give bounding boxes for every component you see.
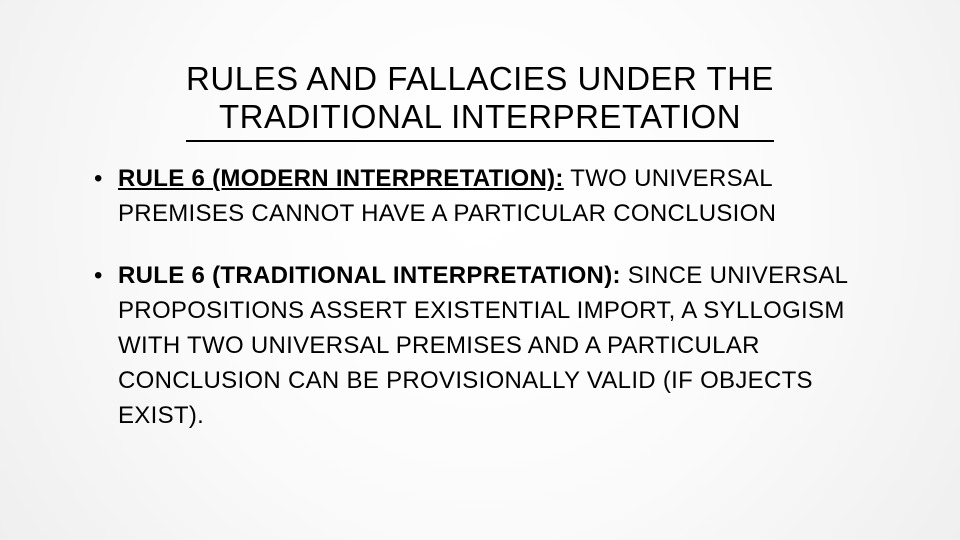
slide: RULES AND FALLACIES UNDER THE TRADITIONA… — [0, 0, 960, 540]
title-container: RULES AND FALLACIES UNDER THE TRADITIONA… — [90, 60, 870, 152]
slide-title: RULES AND FALLACIES UNDER THE TRADITIONA… — [186, 60, 774, 142]
rule-label: RULE 6 (MODERN INTERPRETATION): — [118, 165, 564, 192]
bullet-item: RULE 6 (MODERN INTERPRETATION): TWO UNIV… — [90, 162, 870, 232]
title-line-1: RULES AND FALLACIES UNDER THE — [186, 60, 774, 97]
bullet-item: RULE 6 (TRADITIONAL INTERPRETATION): SIN… — [90, 259, 870, 433]
bullet-list: RULE 6 (MODERN INTERPRETATION): TWO UNIV… — [90, 162, 870, 434]
rule-label: RULE 6 (TRADITIONAL INTERPRETATION): — [118, 262, 621, 289]
title-line-2: TRADITIONAL INTERPRETATION — [219, 98, 741, 135]
